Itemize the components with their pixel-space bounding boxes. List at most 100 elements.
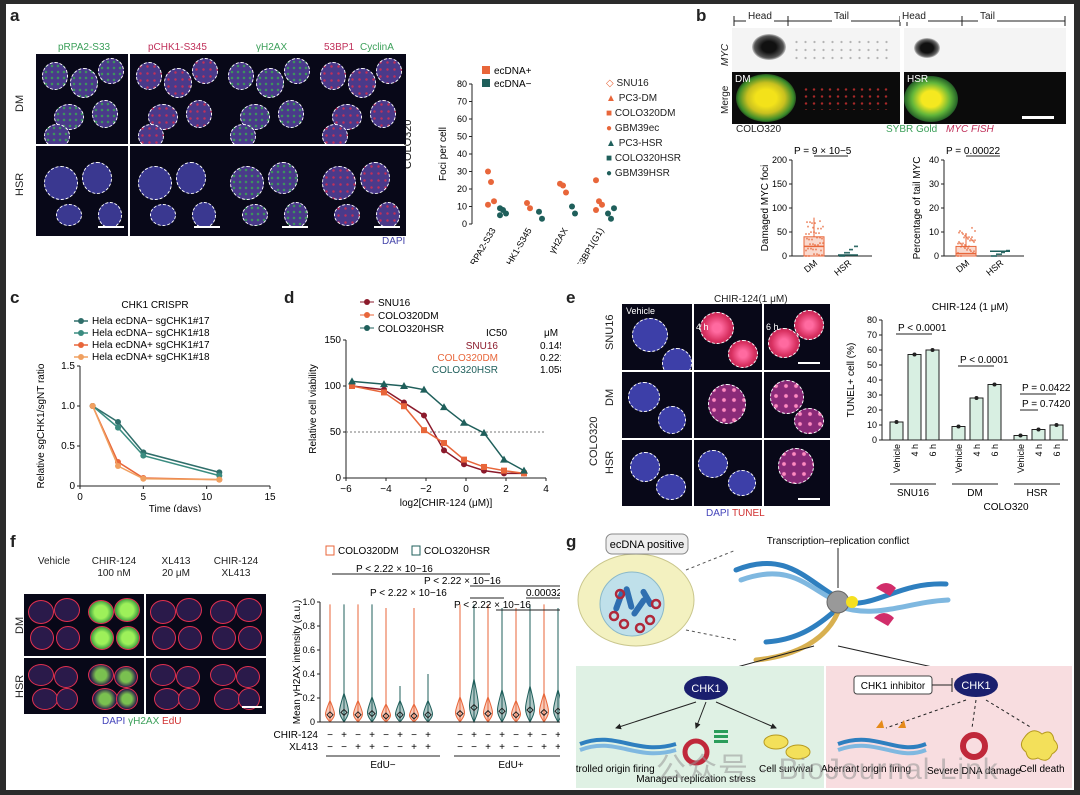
cell-nucleus	[320, 62, 346, 90]
tick-label-x: −6	[340, 484, 352, 495]
sign-chir: −	[411, 730, 417, 741]
category-label: 4 h	[910, 444, 920, 457]
legend-marker: ■	[606, 153, 615, 164]
legend-label: COLO320DM	[338, 546, 399, 557]
sign-chir: −	[457, 730, 463, 741]
sign-xl: −	[341, 742, 347, 753]
cell-nucleus	[240, 104, 270, 130]
jitter-point	[813, 253, 815, 256]
p-value: P < 2.22 × 10−16	[356, 564, 433, 575]
f-col-sub-2: 20 μM	[162, 568, 190, 579]
jitter-point	[812, 248, 814, 251]
cell-nucleus	[230, 166, 264, 200]
sign-chir: +	[555, 730, 560, 741]
point-neg	[611, 205, 617, 212]
tick-label-y: 0	[782, 251, 787, 261]
p-value: P < 2.22 × 10−16	[454, 600, 531, 611]
p-value: P = 0.0422	[1022, 383, 1071, 394]
ic50-unit: μM	[544, 328, 558, 339]
tile-f-hsr-0	[24, 658, 84, 714]
legend-swatch	[325, 545, 335, 556]
legend-marker: ◇	[606, 78, 617, 89]
cell-nucleus	[632, 318, 668, 352]
point-pos	[593, 177, 599, 184]
sign-xl: −	[383, 742, 389, 753]
ic50-header: IC50	[486, 328, 508, 339]
category-label: DM	[802, 258, 819, 275]
cell-nucleus	[242, 204, 268, 226]
tick-label-y: 40	[929, 155, 939, 165]
merge-tag-hsr: HSR	[907, 74, 929, 85]
stain-dapi-e: DAPI	[706, 508, 730, 519]
jitter-point	[959, 229, 961, 232]
jitter-point	[846, 251, 848, 254]
cell-nucleus	[138, 124, 164, 144]
bar-point	[930, 348, 935, 352]
tick-label-y: 200	[772, 155, 787, 165]
category-label: 53BP1(G1)	[575, 226, 606, 264]
cell-nucleus	[770, 380, 804, 414]
scale-bar-b	[1022, 116, 1054, 119]
legend-text: PC3-DM	[618, 93, 658, 104]
tick-label-y: 0.5	[61, 441, 75, 452]
jitter-point	[805, 249, 807, 252]
cell-nucleus	[334, 204, 360, 226]
ic50-value: 0.145	[540, 341, 561, 352]
jitter-point	[964, 247, 966, 250]
conflict-label: Transcription–replication conflict	[767, 536, 910, 547]
jitter-point	[848, 251, 850, 254]
tick-label-y: 0	[934, 251, 939, 261]
chart-d-viability: SNU16COLO320DMCOLO320HSRIC50μMSNU160.145…	[308, 298, 561, 509]
cell-nucleus	[44, 166, 78, 200]
cell-nucleus	[348, 68, 376, 98]
chart-b-tail-myc: 0 10 20 30 40 Percentage of tail MYC DM HSR P = …	[912, 146, 1024, 278]
chart-f-violin: COLO320DM COLO320HSR 0 0.2 0.4 0.6 0.8 1.0Mean …	[274, 545, 560, 771]
tile-e-snu16-6h	[764, 304, 830, 370]
stain-tunel-e: TUNEL	[731, 508, 765, 519]
legend-swatch	[482, 66, 490, 74]
cell-nucleus	[794, 408, 824, 434]
legend-label: Hela ecDNA+ sgCHK1#18	[92, 352, 210, 363]
jitter-point	[971, 236, 973, 239]
violin-body	[455, 695, 465, 723]
cell-nucleus	[370, 100, 396, 128]
cell-nucleus	[92, 688, 118, 710]
tick-label-y: 0	[462, 219, 467, 229]
jitter-point	[1001, 251, 1003, 254]
tile-f-hsr-1	[84, 658, 144, 714]
jitter-point	[809, 243, 811, 246]
cell-nucleus	[56, 204, 82, 226]
legend-label: ecDNA+	[494, 66, 532, 77]
median-marker	[554, 707, 560, 715]
stain-label-gh2ax: γH2AX	[256, 42, 288, 53]
category-label: HSR	[984, 258, 1005, 278]
series-line	[91, 405, 220, 481]
cell-nucleus	[70, 68, 98, 98]
row-label-snu16: SNU16	[604, 314, 616, 350]
violin-body	[339, 691, 349, 723]
cell-nucleus	[192, 202, 216, 228]
jitter-point	[1006, 249, 1008, 252]
fit-curve	[351, 385, 525, 475]
tick-label-y: 30	[457, 167, 467, 177]
category-label: HSR	[832, 258, 853, 278]
jitter-point	[958, 231, 960, 234]
jitter-point	[815, 248, 817, 251]
axis-title-y: TUNEL+ cell (%)	[846, 343, 857, 418]
series-line	[92, 405, 220, 477]
stain-edu-f: EdU	[162, 716, 182, 727]
panel-label-b: b	[696, 6, 707, 25]
point-neg	[539, 215, 545, 222]
sign-chir: −	[327, 730, 333, 741]
cell-nucleus	[376, 202, 400, 228]
category-label: γH2AX	[547, 226, 570, 255]
cell-nucleus	[90, 626, 114, 650]
point-pos	[560, 182, 566, 189]
legend-swatch	[411, 545, 421, 556]
data-point	[501, 467, 507, 474]
category-label: DM	[954, 258, 971, 275]
jitter-point	[819, 242, 821, 245]
stain-label-cyclina: CyclinA	[360, 42, 394, 53]
f-col-sub-3: XL413	[221, 568, 251, 579]
